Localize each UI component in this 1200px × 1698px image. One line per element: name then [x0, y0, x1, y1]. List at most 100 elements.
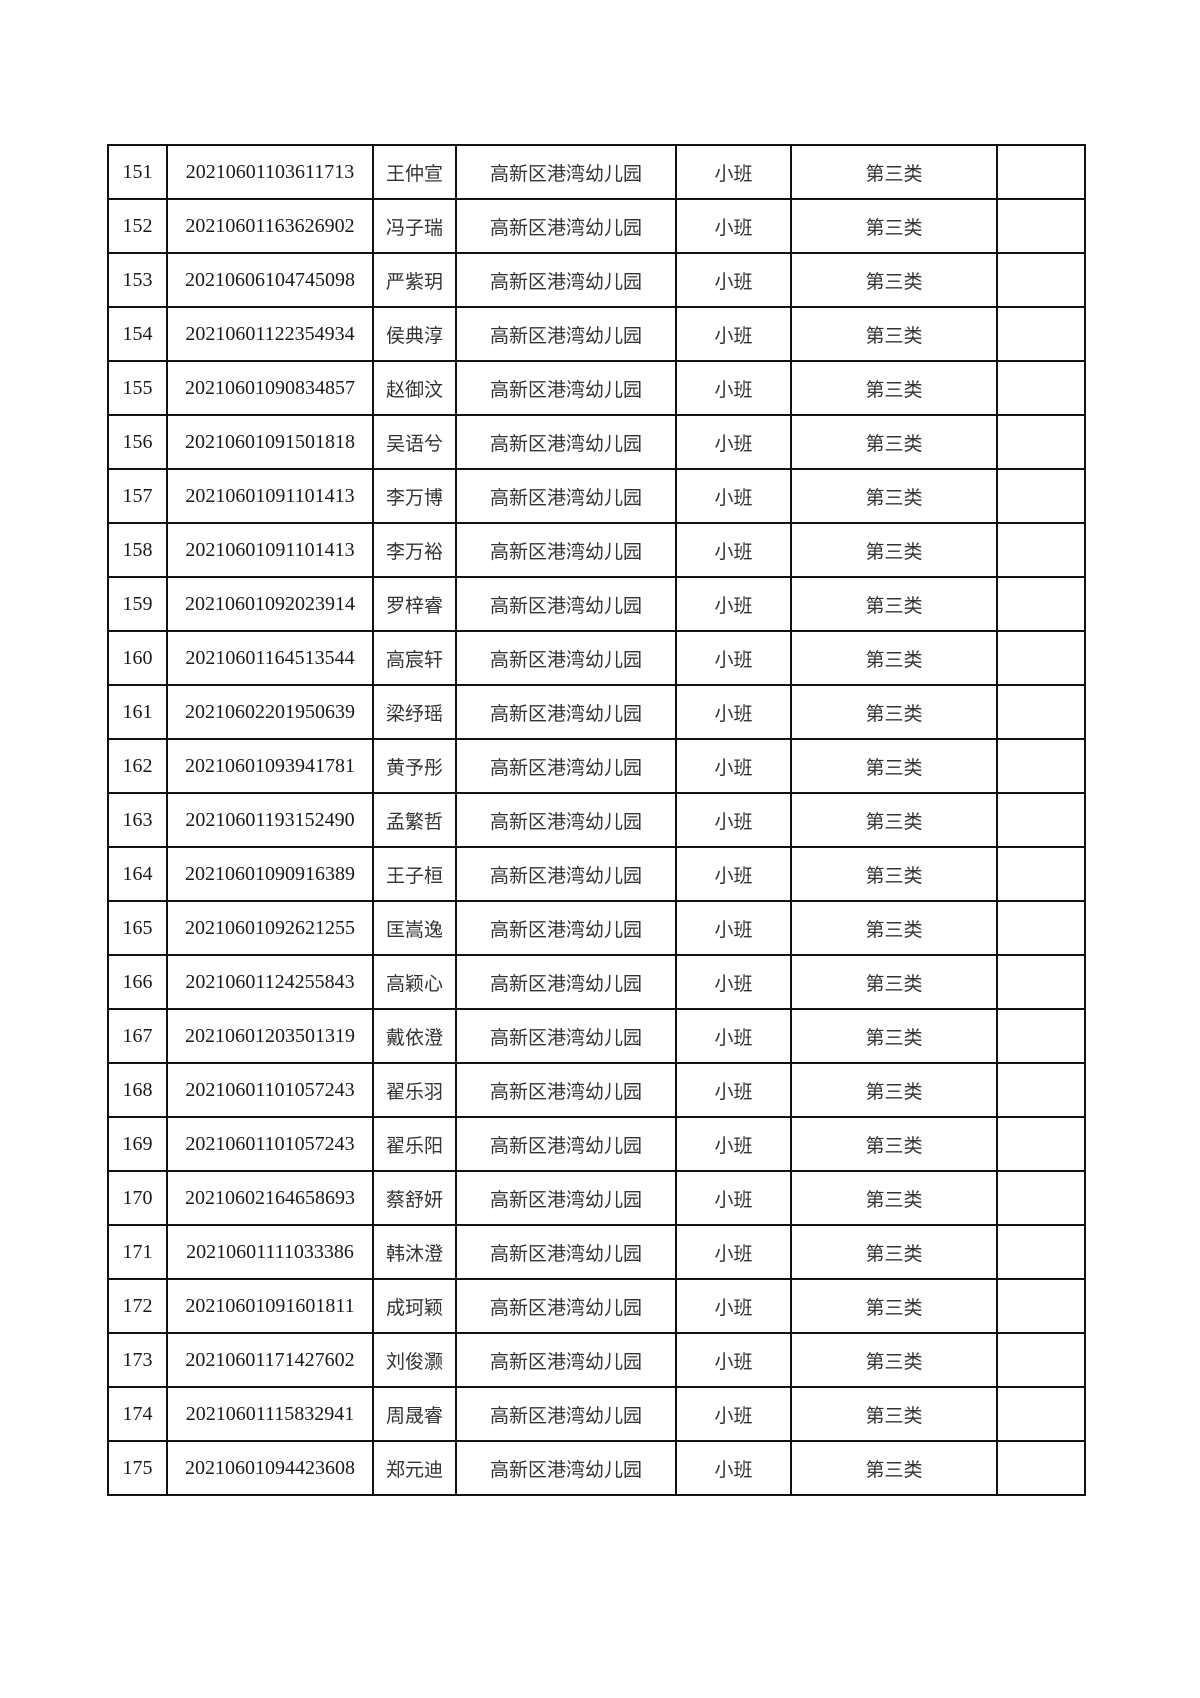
category-cell: 第三类 — [790, 1224, 998, 1280]
remarks-cell — [996, 1440, 1086, 1496]
row-number-cell: 157 — [107, 468, 168, 524]
table-row: 159 20210601092023914 罗梓睿 高新区港湾幼儿园 小班 第三类 — [107, 576, 1086, 632]
row-number-cell: 161 — [107, 684, 168, 740]
school-name-cell: 高新区港湾幼儿园 — [455, 1170, 677, 1226]
row-number-cell: 162 — [107, 738, 168, 794]
registration-id-cell: 20210601193152490 — [166, 792, 374, 848]
table-row: 158 20210601091101413 李万裕 高新区港湾幼儿园 小班 第三类 — [107, 522, 1086, 578]
school-name-cell: 高新区港湾幼儿园 — [455, 522, 677, 578]
row-number-cell: 152 — [107, 198, 168, 254]
child-name-cell: 李万博 — [372, 468, 457, 524]
remarks-cell — [996, 684, 1086, 740]
registration-id-cell: 20210601203501319 — [166, 1008, 374, 1064]
school-name-cell: 高新区港湾幼儿园 — [455, 630, 677, 686]
registration-id-cell: 20210601091101413 — [166, 468, 374, 524]
class-level-cell: 小班 — [675, 1008, 792, 1064]
category-cell: 第三类 — [790, 522, 998, 578]
table-row: 154 20210601122354934 侯典淳 高新区港湾幼儿园 小班 第三类 — [107, 306, 1086, 362]
child-name-cell: 郑元迪 — [372, 1440, 457, 1496]
child-name-cell: 侯典淳 — [372, 306, 457, 362]
row-number-cell: 154 — [107, 306, 168, 362]
registration-id-cell: 20210602201950639 — [166, 684, 374, 740]
row-number-cell: 175 — [107, 1440, 168, 1496]
remarks-cell — [996, 522, 1086, 578]
child-name-cell: 戴依澄 — [372, 1008, 457, 1064]
child-name-cell: 翟乐羽 — [372, 1062, 457, 1118]
table-row: 160 20210601164513544 高宸轩 高新区港湾幼儿园 小班 第三类 — [107, 630, 1086, 686]
remarks-cell — [996, 1008, 1086, 1064]
table-row: 175 20210601094423608 郑元迪 高新区港湾幼儿园 小班 第三类 — [107, 1440, 1086, 1496]
school-name-cell: 高新区港湾幼儿园 — [455, 792, 677, 848]
category-cell: 第三类 — [790, 630, 998, 686]
school-name-cell: 高新区港湾幼儿园 — [455, 900, 677, 956]
class-level-cell: 小班 — [675, 522, 792, 578]
class-level-cell: 小班 — [675, 1332, 792, 1388]
class-level-cell: 小班 — [675, 954, 792, 1010]
row-number-cell: 160 — [107, 630, 168, 686]
row-number-cell: 159 — [107, 576, 168, 632]
child-name-cell: 韩沐澄 — [372, 1224, 457, 1280]
child-name-cell: 梁纾瑶 — [372, 684, 457, 740]
category-cell: 第三类 — [790, 1062, 998, 1118]
class-level-cell: 小班 — [675, 1170, 792, 1226]
remarks-cell — [996, 1170, 1086, 1226]
class-level-cell: 小班 — [675, 684, 792, 740]
class-level-cell: 小班 — [675, 792, 792, 848]
row-number-cell: 158 — [107, 522, 168, 578]
school-name-cell: 高新区港湾幼儿园 — [455, 1008, 677, 1064]
table-row: 161 20210602201950639 梁纾瑶 高新区港湾幼儿园 小班 第三类 — [107, 684, 1086, 740]
remarks-cell — [996, 252, 1086, 308]
child-name-cell: 刘俊灏 — [372, 1332, 457, 1388]
remarks-cell — [996, 360, 1086, 416]
category-cell: 第三类 — [790, 846, 998, 902]
class-level-cell: 小班 — [675, 144, 792, 200]
registration-id-cell: 20210601163626902 — [166, 198, 374, 254]
registration-id-cell: 20210601124255843 — [166, 954, 374, 1010]
school-name-cell: 高新区港湾幼儿园 — [455, 1116, 677, 1172]
child-name-cell: 孟繁哲 — [372, 792, 457, 848]
class-level-cell: 小班 — [675, 1440, 792, 1496]
row-number-cell: 172 — [107, 1278, 168, 1334]
class-level-cell: 小班 — [675, 630, 792, 686]
row-number-cell: 164 — [107, 846, 168, 902]
remarks-cell — [996, 144, 1086, 200]
school-name-cell: 高新区港湾幼儿园 — [455, 414, 677, 470]
registration-id-cell: 20210601092621255 — [166, 900, 374, 956]
table-row: 156 20210601091501818 吴语兮 高新区港湾幼儿园 小班 第三类 — [107, 414, 1086, 470]
category-cell: 第三类 — [790, 414, 998, 470]
table-row: 169 20210601101057243 翟乐阳 高新区港湾幼儿园 小班 第三类 — [107, 1116, 1086, 1172]
school-name-cell: 高新区港湾幼儿园 — [455, 1386, 677, 1442]
school-name-cell: 高新区港湾幼儿园 — [455, 846, 677, 902]
table-row: 168 20210601101057243 翟乐羽 高新区港湾幼儿园 小班 第三类 — [107, 1062, 1086, 1118]
category-cell: 第三类 — [790, 738, 998, 794]
school-name-cell: 高新区港湾幼儿园 — [455, 576, 677, 632]
category-cell: 第三类 — [790, 360, 998, 416]
row-number-cell: 174 — [107, 1386, 168, 1442]
child-name-cell: 周晟睿 — [372, 1386, 457, 1442]
class-level-cell: 小班 — [675, 1224, 792, 1280]
remarks-cell — [996, 1386, 1086, 1442]
table-row: 167 20210601203501319 戴依澄 高新区港湾幼儿园 小班 第三类 — [107, 1008, 1086, 1064]
child-name-cell: 赵御汶 — [372, 360, 457, 416]
row-number-cell: 173 — [107, 1332, 168, 1388]
category-cell: 第三类 — [790, 306, 998, 362]
row-number-cell: 151 — [107, 144, 168, 200]
child-name-cell: 黄予彤 — [372, 738, 457, 794]
registration-id-cell: 20210601091501818 — [166, 414, 374, 470]
registration-id-cell: 20210601091601811 — [166, 1278, 374, 1334]
class-level-cell: 小班 — [675, 1386, 792, 1442]
table-row: 172 20210601091601811 成珂颖 高新区港湾幼儿园 小班 第三类 — [107, 1278, 1086, 1334]
registration-id-cell: 20210601101057243 — [166, 1062, 374, 1118]
school-name-cell: 高新区港湾幼儿园 — [455, 954, 677, 1010]
registration-id-cell: 20210602164658693 — [166, 1170, 374, 1226]
category-cell: 第三类 — [790, 900, 998, 956]
category-cell: 第三类 — [790, 468, 998, 524]
child-name-cell: 高宸轩 — [372, 630, 457, 686]
category-cell: 第三类 — [790, 198, 998, 254]
category-cell: 第三类 — [790, 1170, 998, 1226]
table-row: 173 20210601171427602 刘俊灏 高新区港湾幼儿园 小班 第三类 — [107, 1332, 1086, 1388]
child-name-cell: 李万裕 — [372, 522, 457, 578]
row-number-cell: 169 — [107, 1116, 168, 1172]
registration-id-cell: 20210606104745098 — [166, 252, 374, 308]
child-name-cell: 高颖心 — [372, 954, 457, 1010]
